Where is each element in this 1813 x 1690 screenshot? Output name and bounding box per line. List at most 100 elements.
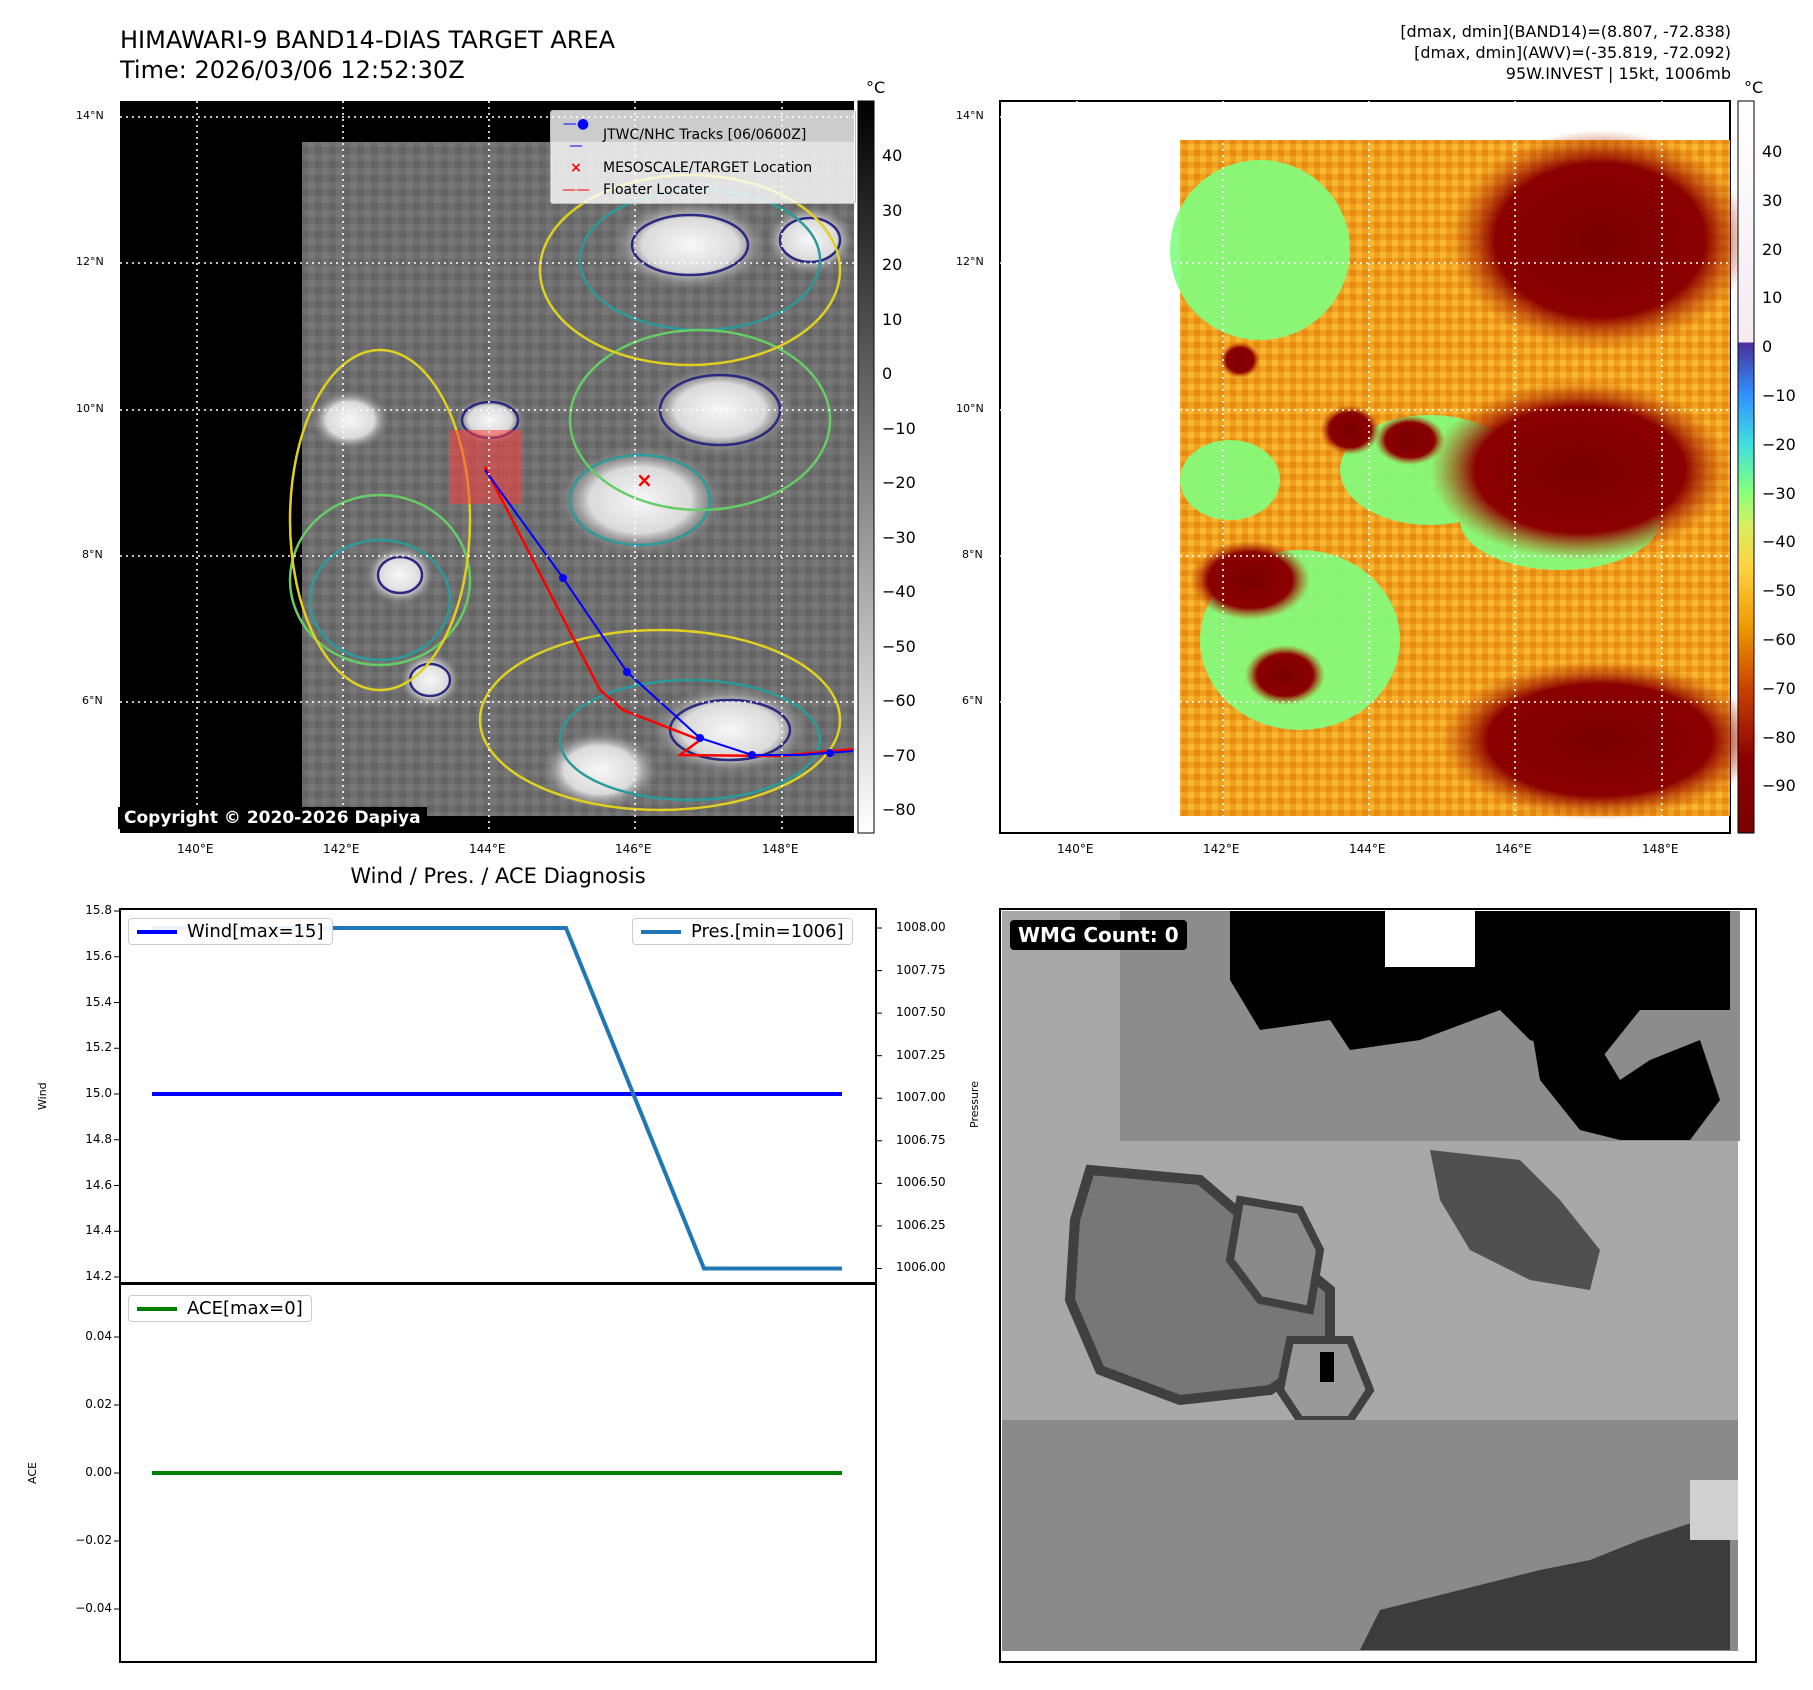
pressure-tick-7: 1006.25 bbox=[896, 1217, 946, 1232]
ir-gridlines bbox=[120, 101, 854, 833]
color-colorbar-tick-3: 10 bbox=[1762, 288, 1783, 308]
wind-tick-5: 14.8 bbox=[85, 1131, 112, 1146]
color-colorbar-tick-13: −90 bbox=[1762, 776, 1796, 796]
info-awv: [dmax, dmin](AWV)=(-35.819, -72.092) bbox=[1414, 43, 1731, 62]
lon-label-144e-right: 144°E bbox=[1349, 842, 1386, 856]
pressure-tick-8: 1006.00 bbox=[896, 1260, 946, 1275]
gray-colorbar-tick-1: 30 bbox=[882, 200, 903, 220]
gray-colorbar-tick-9: −50 bbox=[882, 636, 916, 656]
wmg-cold-top-east bbox=[1530, 1020, 1720, 1140]
lat-label-12n-right: 12°N bbox=[956, 255, 984, 268]
lat-label-10n-right: 10°N bbox=[956, 402, 984, 415]
lon-label-140e-right: 140°E bbox=[1057, 842, 1094, 856]
pressure-axis-label: Pressure bbox=[968, 1081, 981, 1128]
ace-plot bbox=[114, 1336, 842, 1610]
target-legend-marker: × bbox=[570, 160, 582, 176]
lat-label-14n-left: 14°N bbox=[76, 109, 104, 122]
gray-colorbar-tick-10: −60 bbox=[882, 691, 916, 710]
jtwc-legend-marker: —●— bbox=[562, 116, 590, 154]
gray-colorbar bbox=[857, 100, 875, 834]
color-colorbar-tick-9: −50 bbox=[1762, 581, 1796, 601]
pressure-tick-1: 1007.75 bbox=[896, 962, 946, 977]
info-storm: 95W.INVEST | 15kt, 1006mb bbox=[1505, 64, 1731, 83]
colorbar-unit-left: °C bbox=[866, 78, 886, 97]
lon-label-142e-left: 142°E bbox=[323, 842, 360, 856]
chart-time: Time: 2026/03/06 12:52:30Z bbox=[120, 56, 465, 84]
awv-moist-areas bbox=[1190, 130, 1760, 820]
awv-gridlines bbox=[1000, 101, 1730, 833]
gray-colorbar-tick-11: −70 bbox=[882, 745, 916, 765]
gray-colorbar-tick-3: 10 bbox=[882, 309, 903, 329]
jtwc-track-points bbox=[559, 574, 834, 759]
gray-colorbar-tick-7: −30 bbox=[882, 527, 916, 547]
lat-label-10n-left: 10°N bbox=[76, 402, 104, 415]
ir-map-panel: × bbox=[120, 100, 875, 834]
ace-tick-0: 0.04 bbox=[85, 1329, 112, 1343]
track-legend: —●— JTWC/NHC Tracks [06/0600Z] × MESOSCALE… bbox=[550, 110, 856, 204]
lon-label-146e-left: 146°E bbox=[615, 842, 652, 856]
wmg-panel bbox=[999, 908, 1757, 1663]
gray-colorbar-tick-4: 0 bbox=[882, 364, 893, 383]
wind-tick-7: 14.4 bbox=[85, 1223, 112, 1238]
ace-legend-label: ACE[max=0] bbox=[187, 1298, 303, 1319]
color-colorbar-tick-8: −40 bbox=[1762, 532, 1796, 552]
wind-tick-0: 15.8 bbox=[85, 903, 112, 917]
color-colorbar-tick-4: 0 bbox=[1762, 337, 1773, 357]
ace-tick-1: 0.02 bbox=[85, 1397, 112, 1411]
copyright: Copyright © 2020-2026 Dapiya bbox=[118, 807, 427, 829]
color-colorbar-tick-10: −60 bbox=[1762, 630, 1796, 649]
lat-label-6n-left: 6°N bbox=[82, 694, 103, 707]
color-colorbar bbox=[1737, 100, 1755, 834]
wind-axis-label: Wind bbox=[36, 1082, 49, 1110]
wind-tick-4: 15.0 bbox=[85, 1086, 112, 1100]
lat-label-6n-right: 6°N bbox=[962, 694, 983, 707]
pressure-tick-6: 1006.50 bbox=[896, 1175, 946, 1190]
lat-label-8n-right: 8°N bbox=[962, 548, 983, 561]
pressure-tick-4: 1007.00 bbox=[896, 1090, 946, 1105]
info-band14: [dmax, dmin](BAND14)=(8.807, -72.838) bbox=[1400, 22, 1731, 41]
lon-label-148e-right: 148°E bbox=[1642, 842, 1679, 856]
target-marker: × bbox=[636, 468, 653, 492]
lon-label-148e-left: 148°E bbox=[762, 842, 799, 856]
ace-axis-label: ACE bbox=[26, 1462, 39, 1484]
wind-legend: Wind[max=15] bbox=[128, 918, 333, 945]
chart-title: HIMAWARI-9 BAND14-DIAS TARGET AREA bbox=[120, 26, 616, 54]
ace-legend: ACE[max=0] bbox=[128, 1295, 312, 1322]
pressure-tick-2: 1007.50 bbox=[896, 1005, 946, 1020]
pressure-legend-label: Pres.[min=1006] bbox=[691, 921, 844, 942]
wind-tick-6: 14.6 bbox=[85, 1177, 112, 1192]
wind-tick-8: 14.2 bbox=[85, 1269, 112, 1283]
diagnosis-title: Wind / Pres. / ACE Diagnosis bbox=[350, 864, 646, 888]
gray-colorbar-tick-6: −20 bbox=[882, 473, 916, 492]
ace-tick-3: −0.02 bbox=[75, 1533, 112, 1547]
wmg-cold-top-north bbox=[1230, 911, 1730, 1060]
wmg-count-label: WMG Count: 0 bbox=[1010, 920, 1187, 950]
diagnosis-frames bbox=[119, 908, 877, 1663]
color-colorbar-tick-0: 40 bbox=[1762, 142, 1783, 161]
awv-map-panel bbox=[999, 100, 1760, 834]
track-legend-floater: Floater Locater bbox=[603, 182, 709, 198]
lat-label-14n-right: 14°N bbox=[956, 109, 984, 122]
color-colorbar-tick-12: −80 bbox=[1762, 727, 1796, 747]
lon-label-140e-left: 140°E bbox=[177, 842, 214, 856]
color-colorbar-tick-1: 30 bbox=[1762, 190, 1783, 210]
gray-colorbar-tick-12: −80 bbox=[882, 800, 916, 819]
wind-tick-3: 15.2 bbox=[85, 1040, 112, 1055]
gray-colorbar-tick-5: −10 bbox=[882, 418, 916, 438]
lon-label-146e-right: 146°E bbox=[1495, 842, 1532, 856]
wind-tick-1: 15.6 bbox=[85, 948, 112, 963]
floater-legend-marker: —— bbox=[562, 182, 590, 198]
lat-label-8n-left: 8°N bbox=[82, 548, 103, 561]
ace-legend-swatch bbox=[137, 1306, 177, 1311]
pressure-tick-5: 1006.75 bbox=[896, 1132, 946, 1147]
color-colorbar-tick-7: −30 bbox=[1762, 483, 1796, 503]
gray-colorbar-tick-2: 20 bbox=[882, 255, 903, 274]
lon-label-144e-left: 144°E bbox=[469, 842, 506, 856]
track-legend-jtwc: JTWC/NHC Tracks [06/0600Z] bbox=[603, 127, 807, 143]
gray-colorbar-tick-0: 40 bbox=[882, 146, 903, 165]
color-colorbar-tick-2: 20 bbox=[1762, 239, 1783, 259]
pressure-tick-3: 1007.25 bbox=[896, 1047, 946, 1062]
ace-tick-4: −0.04 bbox=[75, 1601, 112, 1615]
wind-legend-label: Wind[max=15] bbox=[187, 921, 324, 942]
color-colorbar-tick-11: −70 bbox=[1762, 678, 1796, 698]
